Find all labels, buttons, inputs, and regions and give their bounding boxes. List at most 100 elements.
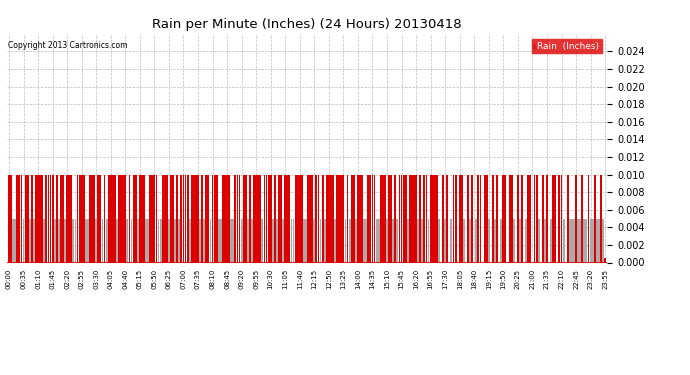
- Bar: [288, 174, 290, 262]
- Bar: [496, 174, 498, 262]
- Bar: [43, 219, 46, 262]
- Bar: [233, 219, 234, 262]
- Bar: [266, 174, 268, 262]
- Bar: [554, 174, 556, 262]
- Bar: [95, 219, 97, 262]
- Bar: [484, 174, 486, 262]
- Bar: [46, 174, 48, 262]
- Bar: [166, 174, 168, 262]
- Bar: [112, 174, 114, 262]
- Bar: [477, 174, 480, 262]
- Bar: [527, 174, 529, 262]
- Bar: [313, 219, 315, 262]
- Bar: [353, 174, 355, 262]
- Bar: [588, 174, 589, 262]
- Bar: [27, 174, 28, 262]
- Bar: [342, 174, 344, 262]
- Bar: [106, 219, 108, 262]
- Bar: [538, 219, 540, 262]
- Bar: [14, 219, 16, 262]
- Bar: [529, 174, 531, 262]
- Bar: [488, 219, 490, 262]
- Bar: [417, 219, 419, 262]
- Bar: [128, 174, 130, 262]
- Bar: [139, 174, 141, 262]
- Bar: [50, 174, 52, 262]
- Bar: [486, 174, 488, 262]
- Bar: [135, 174, 137, 262]
- Bar: [602, 219, 604, 262]
- Bar: [413, 174, 415, 262]
- Bar: [179, 219, 180, 262]
- Bar: [149, 174, 151, 262]
- Bar: [274, 174, 276, 262]
- Bar: [365, 219, 367, 262]
- Bar: [87, 219, 89, 262]
- Text: Copyright 2013 Cartronics.com: Copyright 2013 Cartronics.com: [8, 40, 127, 50]
- Bar: [453, 174, 455, 262]
- Bar: [159, 219, 161, 262]
- Bar: [137, 219, 139, 262]
- Bar: [147, 219, 149, 262]
- Bar: [161, 174, 164, 262]
- Bar: [228, 174, 230, 262]
- Bar: [37, 174, 39, 262]
- Bar: [586, 219, 587, 262]
- Bar: [164, 174, 166, 262]
- Bar: [380, 174, 382, 262]
- Bar: [386, 219, 388, 262]
- Bar: [155, 174, 157, 262]
- Bar: [181, 174, 182, 262]
- Bar: [230, 219, 232, 262]
- Bar: [535, 174, 538, 262]
- Bar: [21, 174, 22, 262]
- Bar: [367, 174, 369, 262]
- Bar: [480, 174, 482, 262]
- Bar: [442, 174, 444, 262]
- Bar: [174, 219, 176, 262]
- Bar: [326, 174, 328, 262]
- Bar: [494, 219, 496, 262]
- Bar: [62, 174, 64, 262]
- Bar: [578, 219, 579, 262]
- Bar: [558, 174, 560, 262]
- Bar: [397, 219, 398, 262]
- Bar: [239, 174, 241, 262]
- Bar: [280, 174, 282, 262]
- Bar: [388, 174, 390, 262]
- Bar: [434, 174, 435, 262]
- Bar: [268, 174, 270, 262]
- Bar: [81, 174, 83, 262]
- Bar: [521, 174, 523, 262]
- Bar: [29, 219, 30, 262]
- Bar: [193, 174, 195, 262]
- Bar: [68, 174, 70, 262]
- Bar: [299, 174, 301, 262]
- Bar: [108, 174, 110, 262]
- Bar: [432, 174, 433, 262]
- Bar: [145, 219, 147, 262]
- Bar: [253, 174, 255, 262]
- Bar: [330, 174, 332, 262]
- Bar: [208, 174, 209, 262]
- Bar: [168, 219, 170, 262]
- Bar: [83, 174, 85, 262]
- Bar: [384, 174, 386, 262]
- Bar: [569, 219, 571, 262]
- Bar: [332, 174, 334, 262]
- Bar: [509, 174, 511, 262]
- Bar: [438, 219, 440, 262]
- Bar: [132, 174, 135, 262]
- Bar: [276, 219, 278, 262]
- Bar: [295, 174, 297, 262]
- Bar: [382, 174, 384, 262]
- Bar: [463, 219, 465, 262]
- Bar: [60, 174, 62, 262]
- Bar: [64, 219, 66, 262]
- Bar: [338, 174, 340, 262]
- Bar: [411, 174, 413, 262]
- Bar: [79, 174, 81, 262]
- Bar: [322, 174, 324, 262]
- Bar: [469, 219, 471, 262]
- Bar: [517, 174, 519, 262]
